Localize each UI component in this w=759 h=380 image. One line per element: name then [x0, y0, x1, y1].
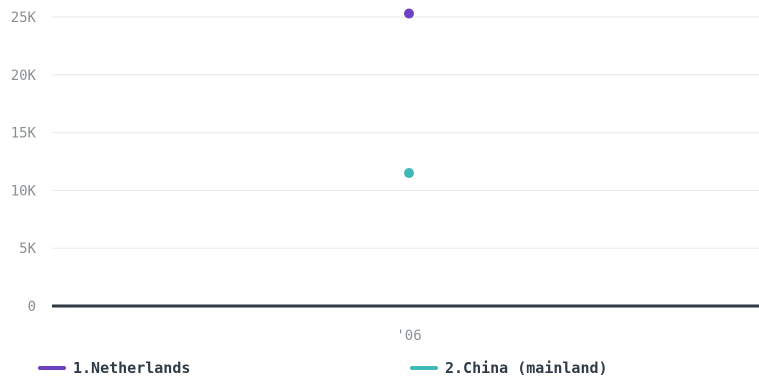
legend-item-china-mainland[interactable]: 2.China (mainland) [410, 358, 608, 378]
legend-label-netherlands: 1.Netherlands [73, 359, 191, 377]
legend-label-china-mainland: 2.China (mainland) [445, 359, 608, 377]
data-point-series-2[interactable] [404, 168, 414, 179]
y-tick-label: 25K [11, 10, 37, 26]
x-tick-label: '06 [396, 328, 421, 344]
legend-swatch-china-mainland [410, 366, 438, 370]
data-point-series-1[interactable] [404, 8, 414, 19]
y-axis-ticks: 0 5K 10K 15K 20K 25K [11, 10, 37, 315]
legend-swatch-netherlands [38, 366, 66, 370]
chart-plot: 0 5K 10K 15K 20K 25K '06 [11, 8, 759, 344]
y-tick-label: 5K [19, 241, 36, 257]
legend: 1.Netherlands 2.China (mainland) [0, 354, 759, 380]
y-tick-label: 20K [11, 68, 37, 84]
legend-item-netherlands[interactable]: 1.Netherlands [38, 358, 190, 378]
y-tick-label: 0 [28, 299, 36, 315]
x-axis-ticks: '06 [396, 328, 421, 344]
grid-lines [52, 16, 759, 249]
y-tick-label: 10K [11, 183, 37, 199]
y-tick-label: 15K [11, 126, 37, 142]
data-points [404, 8, 414, 179]
